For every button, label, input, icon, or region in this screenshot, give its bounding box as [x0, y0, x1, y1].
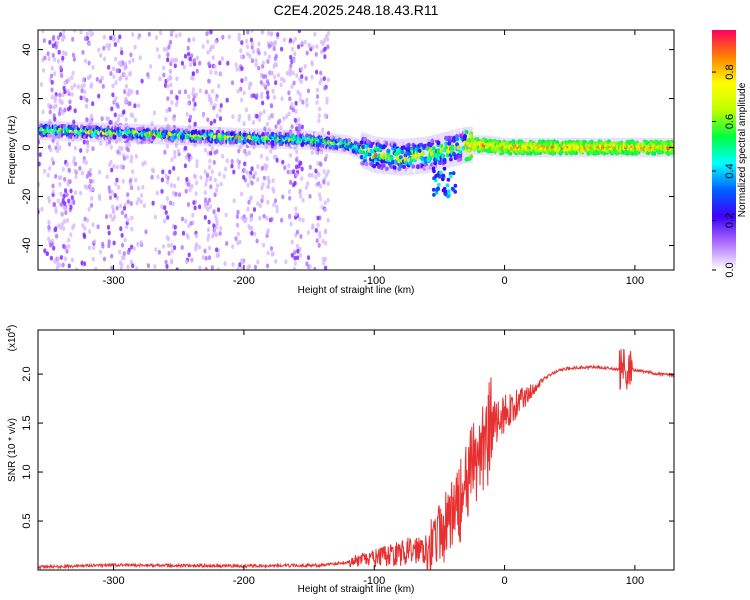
spectrogram-image [38, 30, 674, 270]
spectrogram-noise [38, 30, 331, 270]
spectrogram-y-tick-label: 20 [21, 92, 33, 104]
snr-y-label: SNR (10 * v/v) [7, 418, 18, 482]
snr-scale-label: (x104) [6, 325, 18, 352]
spectrogram-y-ticks: -40 -20 0 20 40 [21, 43, 674, 253]
snr-x-tick-label: -200 [233, 575, 255, 587]
snr-x-tick-label: 0 [502, 575, 508, 587]
spectrogram-frame [37, 29, 675, 271]
colorbar-gradient [712, 30, 736, 270]
spectrogram-x-tick-label: 0 [502, 275, 508, 287]
snr-y-tick-label: 0.5 [21, 513, 33, 528]
spectrogram-y-tick-label: -20 [21, 189, 33, 205]
snr-y-tick-label: 1.5 [21, 415, 33, 430]
colorbar-tick-label: 0.2 [724, 213, 736, 228]
spectrogram-x-tick-label: -200 [233, 275, 255, 287]
snr-x-tick-label: -100 [363, 575, 385, 587]
snr-y-tick-label: 2.0 [21, 366, 33, 381]
spectrogram-y-label: Frequency (Hz) [7, 116, 18, 185]
colorbar-label: Normalized spectral amplitude [737, 82, 748, 217]
colorbar-tick-label: 0.4 [724, 163, 736, 178]
snr-x-tick-label: -300 [103, 575, 125, 587]
colorbar-ticks: 0.0 0.2 0.4 0.6 0.8 [712, 64, 736, 278]
colorbar-tick-label: 0.0 [724, 262, 736, 277]
spectrogram-x-tick-label: 100 [626, 275, 644, 287]
spectrogram-x-ticks: -300 -200 -100 0 100 [103, 30, 644, 287]
snr-x-label: Height of straight line (km) [298, 584, 415, 595]
snr-y-tick-label: 1.0 [21, 464, 33, 479]
snr-series-line [38, 348, 674, 570]
spectrogram-y-tick-label: 40 [21, 43, 33, 55]
snr-frame [37, 329, 675, 571]
spectrogram-x-tick-label: -300 [103, 275, 125, 287]
spectrogram-x-tick-label: -100 [363, 275, 385, 287]
colorbar: 0.0 0.2 0.4 0.6 0.8 Normalized spectral ampl… [712, 30, 748, 278]
snr-x-ticks: -300 -200 -100 0 100 [103, 330, 644, 587]
spectrogram-ridge [38, 120, 674, 199]
snr-y-ticks: 0.5 1.0 1.5 2.0 [21, 366, 674, 529]
spectrogram-y-tick-label: -40 [21, 238, 33, 254]
spectrogram-y-tick-label: 0 [21, 144, 33, 150]
snr-x-tick-label: 100 [626, 575, 644, 587]
spectrogram-x-label: Height of straight line (km) [298, 285, 415, 296]
colorbar-tick-label: 0.6 [724, 114, 736, 129]
snr-panel: -300 -200 -100 0 100 0.5 1.0 1.5 2.0 Height of … [6, 325, 675, 595]
colorbar-tick-label: 0.8 [724, 64, 736, 79]
chart-title: C2E4.2025.248.18.43.R11 [274, 2, 439, 18]
